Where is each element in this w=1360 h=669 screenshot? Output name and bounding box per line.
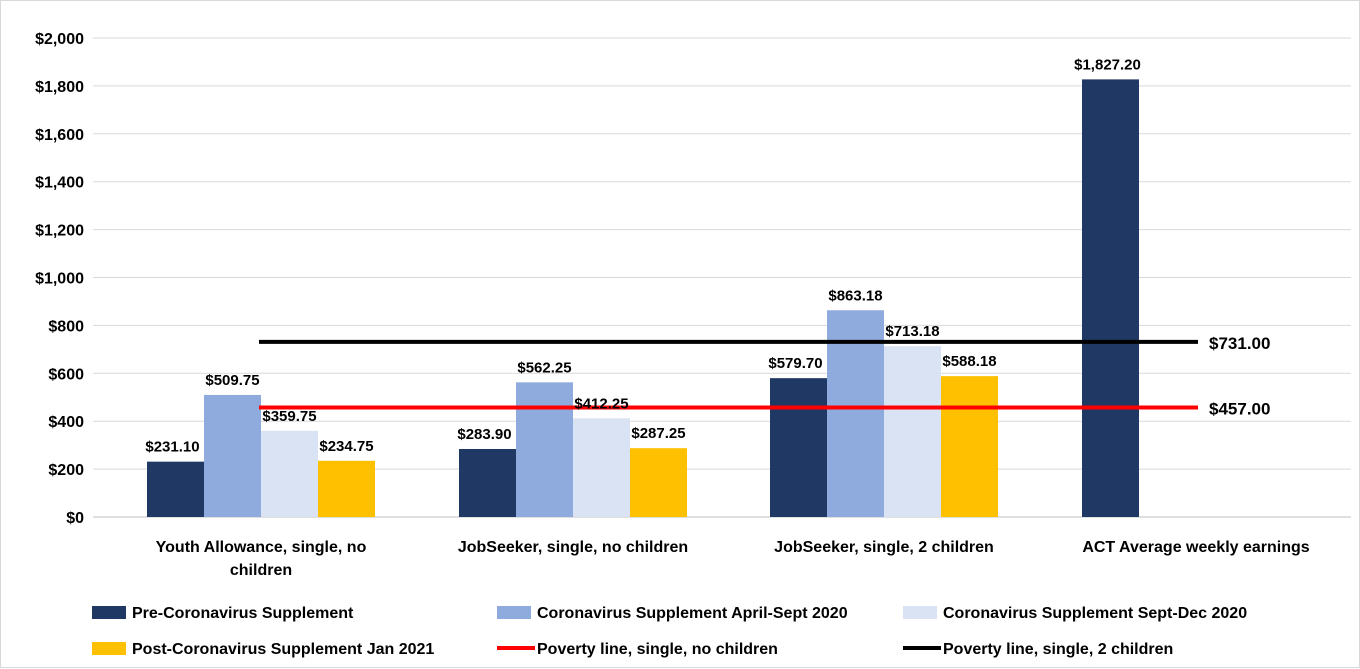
bar-2: [204, 394, 261, 517]
bar-4: [318, 460, 375, 517]
bar-1: [1082, 79, 1139, 518]
data-label: $412.25: [574, 395, 628, 412]
legend-label: Coronavirus Supplement Sept-Dec 2020: [943, 605, 1247, 622]
bars: [147, 79, 1139, 518]
data-label: $562.25: [517, 359, 571, 376]
data-label: $588.18: [942, 353, 996, 370]
data-labels: $231.10 $283.90 $579.70 $1,827.20 $509.75 $56…: [145, 56, 1270, 455]
legend-label: Poverty line, single, no children: [537, 641, 778, 658]
category-label: ACT Average weekly earnings: [1082, 539, 1309, 556]
data-label: $287.25: [631, 425, 685, 442]
data-label: $1,827.20: [1074, 56, 1141, 73]
data-label: $863.18: [828, 287, 882, 304]
x-axis: Youth Allowance, single, no children JobSe…: [156, 539, 1310, 579]
y-tick-label: $800: [48, 318, 84, 335]
y-tick-label: $1,200: [35, 223, 84, 240]
bar-1: [459, 449, 516, 517]
data-label: $234.75: [319, 438, 373, 455]
legend-swatch: [903, 606, 937, 619]
bar-1: [770, 378, 827, 517]
data-label: $359.75: [262, 408, 316, 425]
y-tick-label: $2,000: [35, 31, 84, 48]
data-label: $509.75: [205, 372, 259, 389]
reference-line-label: $731.00: [1209, 334, 1270, 353]
data-label: $283.90: [457, 426, 511, 443]
legend-label: Pre-Coronavirus Supplement: [132, 605, 354, 622]
legend-label: Poverty line, single, 2 children: [943, 641, 1173, 658]
bar-3: [884, 346, 941, 517]
legend-swatch: [92, 606, 126, 619]
bar-3: [261, 430, 318, 517]
legend-swatch: [497, 606, 531, 619]
data-label: $713.18: [885, 323, 939, 340]
y-axis: $0 $200 $400 $600 $800 $1,000 $1,200 $1,400 $1,6…: [35, 31, 84, 527]
bar-4: [630, 448, 687, 517]
y-tick-label: $0: [66, 510, 84, 527]
y-tick-label: $1,800: [35, 79, 84, 96]
y-tick-label: $400: [48, 414, 84, 431]
data-label: $579.70: [768, 355, 822, 372]
bar-3: [573, 418, 630, 517]
y-tick-label: $200: [48, 462, 84, 479]
y-tick-label: $1,600: [35, 127, 84, 144]
reference-lines: [259, 339, 1198, 410]
category-label: Youth Allowance, single, no: [156, 539, 367, 556]
category-label: JobSeeker, single, 2 children: [774, 539, 994, 556]
legend-label: Coronavirus Supplement April-Sept 2020: [537, 605, 848, 622]
category-label: JobSeeker, single, no children: [458, 539, 688, 556]
y-tick-label: $600: [48, 366, 84, 383]
y-tick-label: $1,000: [35, 271, 84, 288]
category-label: children: [230, 562, 292, 579]
y-tick-label: $1,400: [35, 175, 84, 192]
reference-line-label: $457.00: [1209, 400, 1270, 419]
bar-1: [147, 461, 204, 517]
legend-label: Post-Coronavirus Supplement Jan 2021: [132, 641, 434, 658]
legend-swatch: [92, 642, 126, 655]
bar-2: [516, 382, 573, 517]
legend: Pre-Coronavirus Supplement Coronavirus Su…: [92, 605, 1247, 658]
data-label: $231.10: [145, 439, 199, 456]
bar-2: [827, 310, 884, 517]
bar-4: [941, 376, 998, 517]
